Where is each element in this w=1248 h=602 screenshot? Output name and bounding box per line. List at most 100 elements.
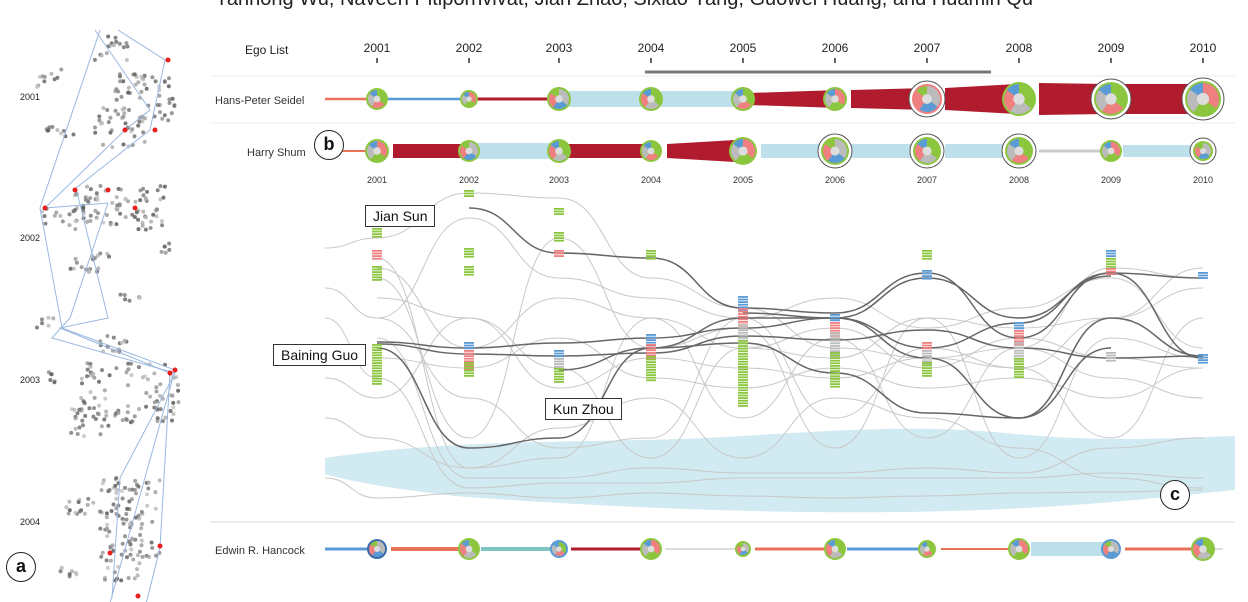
scatter-point (104, 409, 109, 414)
story-mark-2008 (1014, 337, 1024, 340)
scatter-point (86, 496, 91, 501)
scatter-point (73, 570, 78, 575)
story-mark-2005 (738, 397, 748, 399)
story-mark-2004 (646, 356, 656, 358)
story-mark-2001 (372, 383, 382, 385)
ego-glyph-row3-2002[interactable] (458, 538, 480, 560)
story-mark-2006 (830, 345, 840, 347)
scatter-point (168, 409, 173, 413)
story-mark-2010 (1198, 359, 1208, 361)
ego-glyph-row2-2002[interactable] (458, 140, 480, 162)
scatter-point (158, 110, 162, 115)
ego-glyph-row3-2004[interactable] (640, 538, 662, 560)
ego-glyph-row1-2008[interactable] (1002, 82, 1036, 116)
scatter-point (88, 390, 93, 395)
ego-glyph-row1-2006[interactable] (823, 87, 847, 111)
ego-glyph-row3-2005[interactable] (735, 541, 751, 557)
scatter-point (143, 196, 148, 201)
scatter-point (75, 411, 80, 416)
scatter-point (104, 558, 109, 563)
ego-glyph-row2-2009[interactable] (1100, 140, 1122, 162)
ego-glyph-row3-2010[interactable] (1191, 537, 1215, 561)
story-mark-2001 (372, 257, 382, 260)
ego-glyph-row3-2003[interactable] (550, 540, 568, 558)
story-mark-2001 (372, 357, 382, 359)
scatter-point (127, 487, 132, 492)
ego-row-edwin-r-hancock[interactable]: Edwin R. Hancock (215, 537, 1223, 561)
ego-glyph-row1-2003[interactable] (547, 87, 571, 111)
story-mark-2007 (922, 367, 932, 369)
ego-glyph-row2-2010[interactable] (1189, 137, 1217, 165)
ego-glyph-row1-2002[interactable] (460, 90, 478, 108)
scatter-point (114, 496, 119, 501)
storyline-area[interactable] (324, 190, 1235, 513)
story-mark-2003 (554, 237, 564, 239)
story-mark-2002 (464, 368, 474, 370)
scatter-point (133, 537, 138, 542)
year-header-2006[interactable]: 2006 (822, 41, 849, 55)
story-mark-2002 (464, 372, 474, 375)
scatter-point (86, 269, 91, 274)
ego-glyph-row2-2008[interactable] (1001, 133, 1037, 169)
scatter-point (144, 86, 149, 91)
scatter-point (85, 219, 89, 224)
scatter-point (119, 94, 124, 99)
story-mark-2009 (1106, 352, 1116, 354)
story-mark-2005 (738, 347, 748, 350)
story-mark-2007 (922, 350, 932, 352)
scatter-point (162, 244, 167, 249)
ego-glyph-row2-2003[interactable] (547, 139, 571, 163)
panel-label-c: c (1160, 480, 1190, 510)
ego-glyph-row1-2007[interactable] (908, 80, 946, 118)
ego-glyph-row1-2010[interactable] (1181, 77, 1225, 121)
scatter-point (80, 418, 85, 423)
year-header-2005[interactable]: 2005 (730, 41, 757, 55)
story-mark-2006 (830, 378, 840, 380)
ego-glyph-row1-2005[interactable] (731, 87, 755, 111)
ego-glyph-row2-2004[interactable] (640, 140, 662, 162)
year-header-2009[interactable]: 2009 (1098, 41, 1125, 55)
scatter-point (94, 215, 99, 220)
storyline-path (376, 257, 1204, 469)
scatter-point (162, 79, 167, 84)
ego-glyph-row3-2006[interactable] (824, 538, 846, 560)
ego-glyph-row3-2007[interactable] (918, 540, 936, 558)
story-mark-2001 (372, 349, 382, 351)
story-mark-2004 (646, 346, 656, 349)
year-header-2007[interactable]: 2007 (914, 41, 941, 55)
story-mark-2007 (922, 257, 932, 260)
story-mark-2006 (830, 324, 840, 327)
scatter-point (104, 51, 109, 56)
scatter-point (64, 505, 69, 510)
story-mark-2004 (646, 252, 656, 255)
scatter-point (43, 221, 48, 226)
year-header-2010[interactable]: 2010 (1190, 41, 1217, 55)
scatter-point (126, 367, 131, 372)
scatter-point (120, 516, 125, 521)
ego-glyph-row1-2009[interactable] (1090, 78, 1132, 120)
ego-glyph-row1-2004[interactable] (639, 87, 663, 111)
scatter-point (123, 215, 128, 220)
story-mark-2004 (646, 369, 656, 371)
ego-glyph-row3-2008[interactable] (1008, 538, 1030, 560)
scatter-point (35, 84, 39, 89)
year-header-2008[interactable]: 2008 (1006, 41, 1033, 55)
scatter-point (77, 425, 82, 430)
year-header-2004[interactable]: 2004 (638, 41, 665, 55)
scatter-point (135, 553, 140, 558)
ego-glyph-row2-2006[interactable] (817, 133, 853, 169)
ego-glyph-row2-2005[interactable] (729, 137, 757, 165)
story-mark-2005 (738, 296, 748, 298)
ego-glyph-row3-2009[interactable] (1101, 539, 1121, 559)
ego-row-hans-peter-seidel[interactable]: Hans-Peter Seidel (215, 77, 1225, 121)
ego-row-harry-shum[interactable]: Harry Shum 2001 2002 2003 2004 2005 2006 2007 2… (247, 133, 1217, 185)
year-header-2003[interactable]: 2003 (546, 41, 573, 55)
year-header-2001[interactable]: 2001 (364, 41, 391, 55)
year-header-2002[interactable]: 2002 (456, 41, 483, 55)
ego-glyph-row2-2007[interactable] (909, 133, 945, 169)
ego-glyph-row2-2001[interactable] (365, 139, 389, 163)
story-mark-2010 (1198, 354, 1208, 356)
ego-glyph-row1-2001[interactable] (366, 88, 388, 110)
story-mark-2002 (464, 248, 474, 250)
ego-glyph-row3-2001[interactable] (367, 539, 387, 559)
